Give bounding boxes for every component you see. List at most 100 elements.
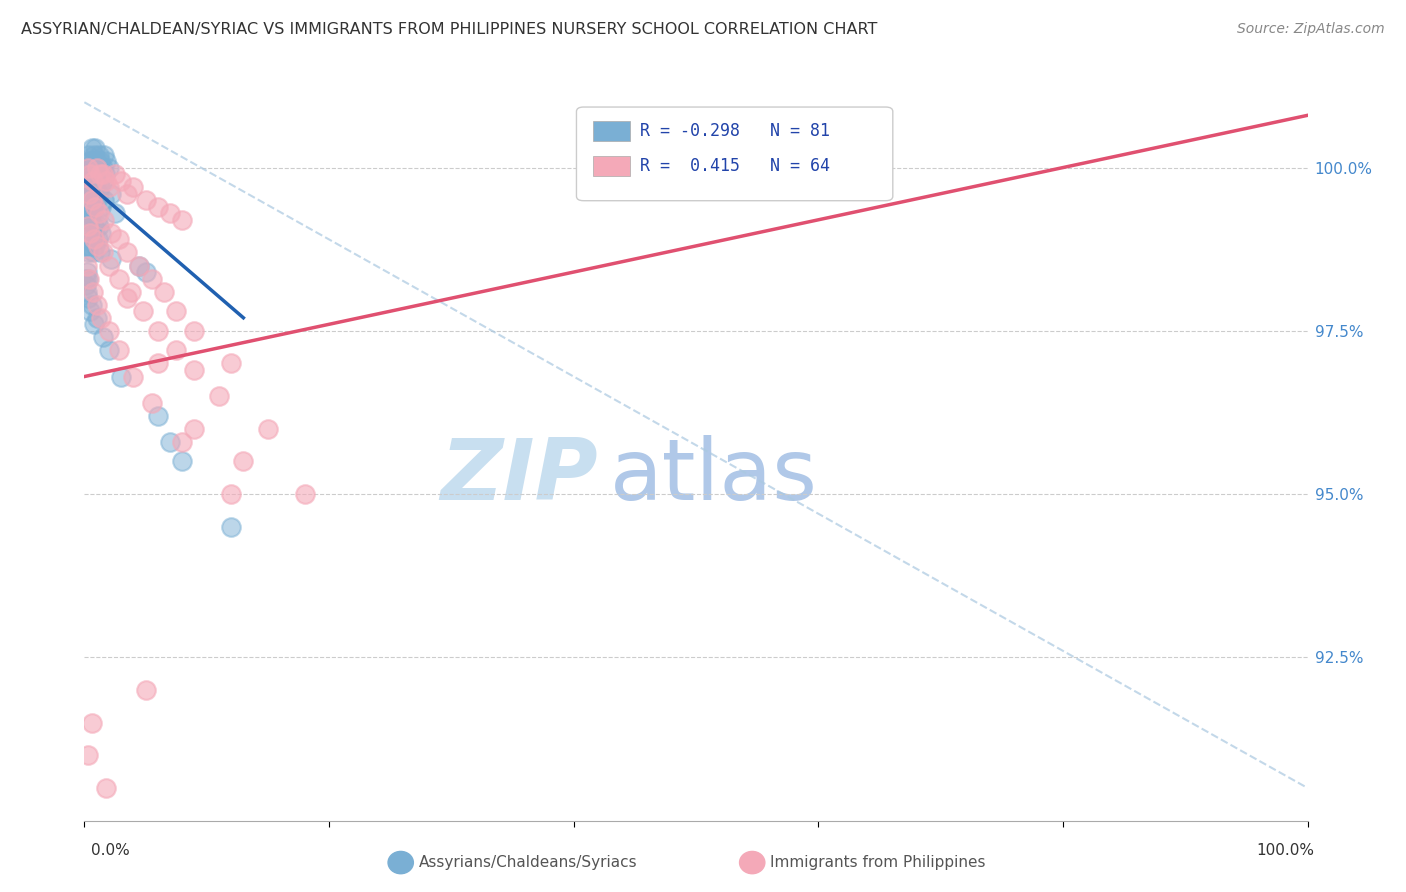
Point — [75, 278, 97, 293]
Point — [77, 748, 100, 763]
Point — [79, 154, 101, 169]
Text: Source: ZipAtlas.com: Source: ZipAtlas.com — [1237, 22, 1385, 37]
Point — [77, 271, 100, 285]
Point — [80, 715, 103, 730]
Point — [91, 161, 114, 175]
Point — [77, 167, 100, 181]
Point — [86, 310, 108, 325]
Point — [77, 291, 100, 305]
Point — [97, 259, 120, 273]
Point — [87, 186, 110, 201]
Point — [79, 167, 101, 181]
Point — [76, 206, 98, 220]
Text: 100.0%: 100.0% — [1257, 843, 1315, 858]
Point — [159, 434, 181, 449]
Point — [135, 265, 157, 279]
Point — [100, 226, 122, 240]
Point — [122, 369, 145, 384]
Point — [128, 259, 150, 273]
Point — [93, 193, 115, 207]
Point — [90, 226, 112, 240]
Point — [77, 147, 100, 161]
Point — [77, 186, 100, 201]
Text: Immigrants from Philippines: Immigrants from Philippines — [770, 855, 986, 870]
Point — [82, 186, 104, 201]
Point — [132, 304, 155, 318]
Point — [76, 259, 98, 273]
Point — [91, 245, 114, 260]
Text: 0.0%: 0.0% — [91, 843, 131, 858]
Point — [79, 212, 101, 227]
Point — [83, 219, 105, 234]
Point — [80, 180, 103, 194]
Point — [122, 180, 145, 194]
Point — [76, 200, 98, 214]
Point — [76, 232, 98, 246]
Point — [165, 343, 187, 358]
Point — [79, 174, 101, 188]
Point — [77, 180, 100, 194]
Point — [80, 232, 103, 246]
Point — [93, 212, 115, 227]
Point — [89, 245, 111, 260]
Point — [86, 298, 108, 312]
Point — [97, 180, 120, 194]
Point — [83, 147, 105, 161]
Text: ZIP: ZIP — [440, 435, 598, 518]
Point — [75, 239, 97, 253]
Point — [86, 174, 108, 188]
Point — [84, 141, 107, 155]
Point — [257, 422, 280, 436]
Point — [97, 324, 120, 338]
Point — [77, 219, 100, 234]
Point — [219, 357, 242, 371]
Point — [232, 454, 254, 468]
Point — [79, 200, 101, 214]
Point — [82, 285, 104, 299]
Point — [120, 285, 142, 299]
Point — [89, 167, 111, 181]
Point — [80, 161, 103, 175]
Point — [87, 219, 110, 234]
Point — [128, 259, 150, 273]
Point — [183, 363, 205, 377]
Point — [87, 161, 110, 175]
Point — [86, 212, 108, 227]
Point — [104, 167, 127, 181]
Point — [87, 167, 110, 181]
Point — [100, 186, 122, 201]
Point — [89, 180, 111, 194]
Point — [183, 324, 205, 338]
Point — [146, 324, 169, 338]
Point — [110, 174, 132, 188]
Point — [135, 193, 157, 207]
Point — [141, 395, 163, 409]
Point — [115, 245, 138, 260]
Point — [107, 232, 129, 246]
Text: R =  0.415   N = 64: R = 0.415 N = 64 — [640, 157, 830, 175]
Point — [93, 147, 115, 161]
Point — [159, 206, 181, 220]
Point — [294, 487, 316, 501]
Point — [91, 167, 114, 181]
Point — [80, 141, 103, 155]
Point — [104, 206, 127, 220]
Point — [91, 174, 114, 188]
Point — [87, 206, 110, 220]
Point — [86, 154, 108, 169]
Point — [79, 226, 101, 240]
Point — [76, 174, 98, 188]
Point — [84, 200, 107, 214]
Point — [87, 232, 110, 246]
Point — [77, 161, 100, 175]
Point — [86, 193, 108, 207]
Point — [80, 193, 103, 207]
Point — [77, 271, 100, 285]
Point — [146, 409, 169, 423]
Point — [75, 212, 97, 227]
Point — [86, 161, 108, 175]
Point — [208, 389, 231, 403]
Point — [219, 520, 242, 534]
Point — [97, 343, 120, 358]
Text: R = -0.298   N = 81: R = -0.298 N = 81 — [640, 122, 830, 140]
